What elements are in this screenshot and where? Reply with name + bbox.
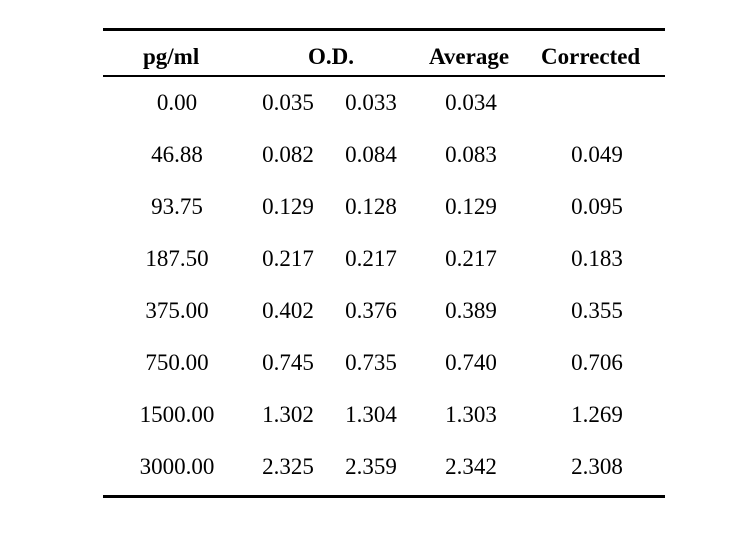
cell-average: 0.034: [445, 89, 497, 115]
cell-od-1: 0.035: [262, 89, 314, 115]
table-row: 3000.00 2.325 2.359 2.342 2.308: [103, 441, 665, 493]
cell-od-1: 0.217: [262, 245, 314, 271]
cell-average: 1.303: [445, 401, 497, 427]
cell-od-2: 0.376: [345, 297, 397, 323]
table-row: 1500.00 1.302 1.304 1.303 1.269: [103, 389, 665, 441]
header-concentration: pg/ml: [143, 44, 200, 69]
cell-od-1: 0.745: [262, 349, 314, 375]
table-row: 375.00 0.402 0.376 0.389 0.355: [103, 285, 665, 337]
cell-concentration: 3000.00: [139, 453, 215, 479]
cell-concentration: 93.75: [151, 193, 203, 219]
cell-corrected: 0.355: [571, 297, 623, 323]
cell-average: 0.129: [445, 193, 497, 219]
cell-average: 0.389: [445, 297, 497, 323]
cell-corrected: 0.183: [571, 245, 623, 271]
header-corrected: Corrected: [541, 44, 641, 69]
table-header-row: pg/ml O.D. Average Corrected: [103, 31, 665, 75]
cell-concentration: 46.88: [151, 141, 203, 167]
table-header-rule: [103, 75, 665, 77]
cell-od-1: 0.082: [262, 141, 314, 167]
cell-corrected: 1.269: [571, 401, 623, 427]
cell-concentration: 375.00: [145, 297, 209, 323]
cell-od-2: 1.304: [345, 401, 397, 427]
cell-od-2: 0.217: [345, 245, 397, 271]
data-table: pg/ml O.D. Average Corrected 0.00 0.035 0.…: [103, 28, 665, 498]
table-row: 0.00 0.035 0.033 0.034: [103, 77, 665, 129]
cell-concentration: 750.00: [145, 349, 209, 375]
cell-average: 0.083: [445, 141, 497, 167]
table-row: 46.88 0.082 0.084 0.083 0.049: [103, 129, 665, 181]
cell-concentration: 1500.00: [139, 401, 215, 427]
cell-od-2: 0.735: [345, 349, 397, 375]
cell-corrected: 0.049: [571, 141, 623, 167]
cell-od-1: 2.325: [262, 453, 314, 479]
cell-od-1: 0.129: [262, 193, 314, 219]
cell-od-2: 0.128: [345, 193, 397, 219]
cell-corrected: 0.706: [571, 349, 623, 375]
table-bottom-rule: [103, 494, 665, 498]
cell-corrected: 0.095: [571, 193, 623, 219]
table-body: 0.00 0.035 0.033 0.034 46.88 0.082 0.084 0.083 0…: [103, 77, 665, 495]
table-top-rule: [103, 28, 665, 31]
cell-corrected: 2.308: [571, 453, 623, 479]
table-row: 93.75 0.129 0.128 0.129 0.095: [103, 181, 665, 233]
cell-concentration: 0.00: [156, 89, 198, 115]
cell-od-2: 0.084: [345, 141, 397, 167]
cell-od-2: 0.033: [345, 89, 397, 115]
header-od: O.D.: [308, 44, 354, 69]
cell-average: 0.217: [445, 245, 497, 271]
cell-average: 2.342: [445, 453, 497, 479]
cell-concentration: 187.50: [145, 245, 209, 271]
cell-od-2: 2.359: [345, 453, 397, 479]
header-average: Average: [429, 44, 510, 69]
table-row: 187.50 0.217 0.217 0.217 0.183: [103, 233, 665, 285]
table-row: 750.00 0.745 0.735 0.740 0.706: [103, 337, 665, 389]
cell-average: 0.740: [445, 349, 497, 375]
cell-od-1: 0.402: [262, 297, 314, 323]
cell-od-1: 1.302: [262, 401, 314, 427]
